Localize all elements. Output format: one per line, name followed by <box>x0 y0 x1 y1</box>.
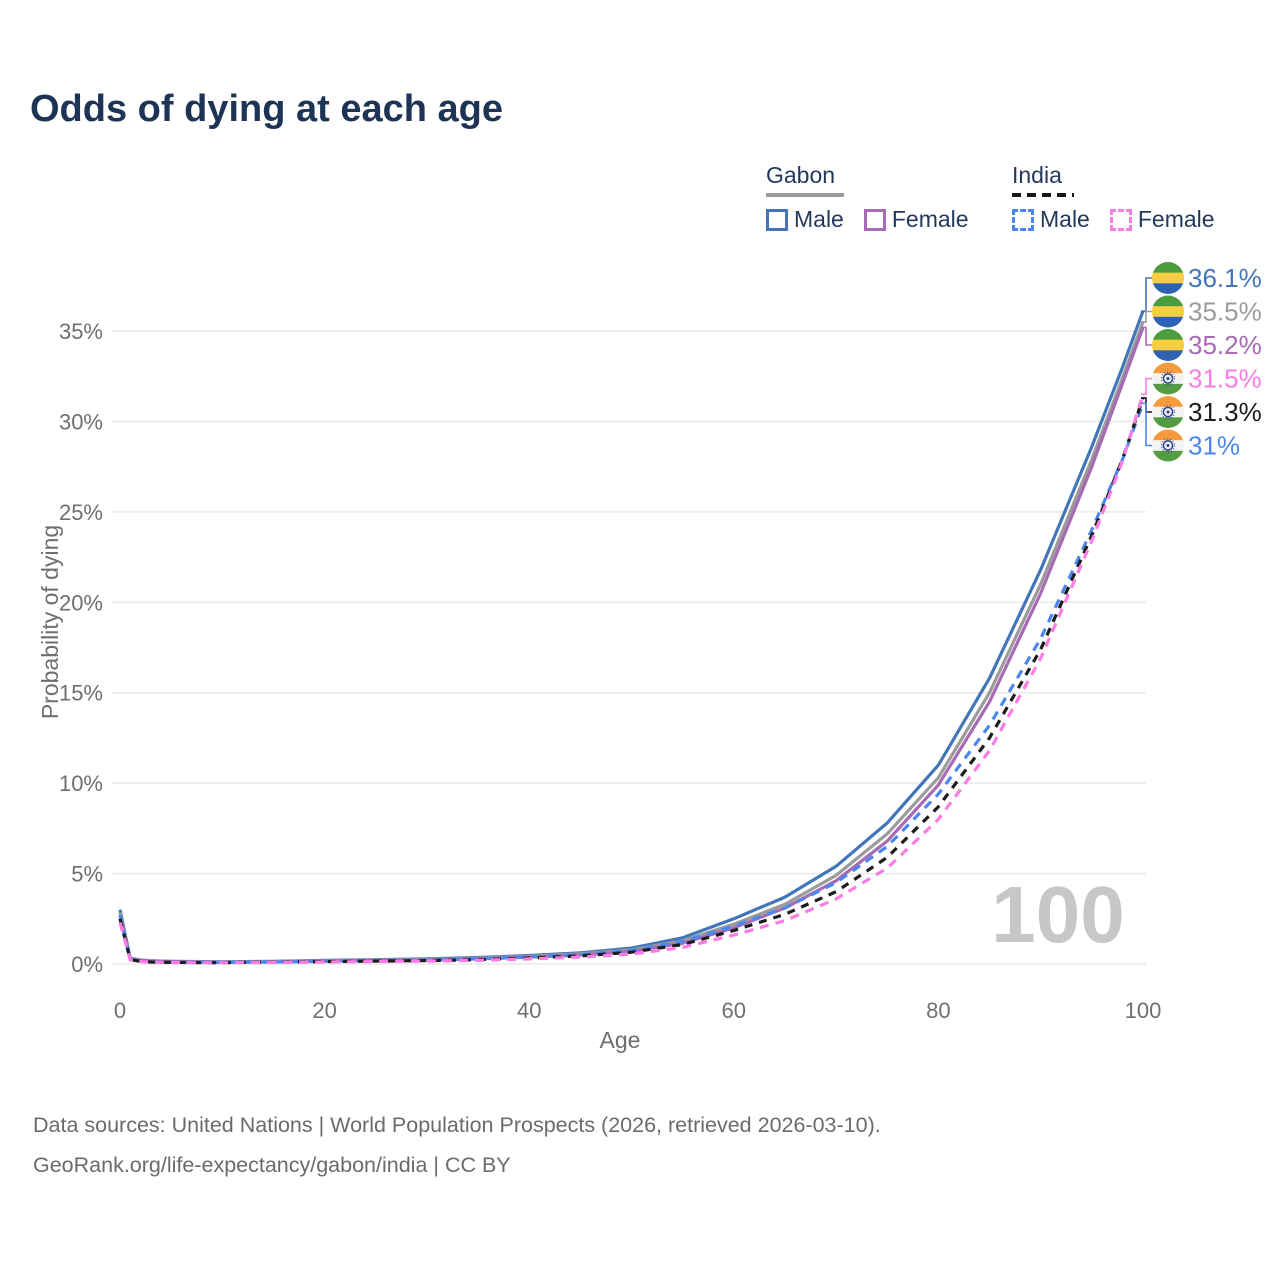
end-value-label-gabon-male: 36.1% <box>1188 263 1262 293</box>
footer-url: GeoRank.org/life-expectancy/gabon/india … <box>33 1153 511 1177</box>
gabon-female-swatch-icon <box>863 208 886 231</box>
india-flag-icon <box>1152 362 1184 395</box>
legend-label-gabon-female: Female <box>891 206 969 232</box>
series-line-gabon-both <box>118 321 1145 964</box>
series-line-india-female <box>118 393 1145 965</box>
page-title: Odds of dying at each age <box>30 88 503 130</box>
footer-data-sources: Data sources: United Nations | World Pop… <box>33 1113 881 1137</box>
chart-legend: Gabon Male Female India Male Female <box>766 162 1266 242</box>
legend-title-india: India <box>1012 162 1062 188</box>
series-line-india-both <box>118 397 1145 965</box>
x-tick-label: 0 <box>114 998 126 1023</box>
legend-group-india: India Male Female <box>1012 162 1235 233</box>
y-tick-label: 10% <box>59 771 103 796</box>
y-tick-label: 15% <box>59 681 103 706</box>
end-value-label-india-male: 31% <box>1188 431 1240 461</box>
x-axis-title: Age <box>600 1027 641 1053</box>
legend-item-gabon-male[interactable]: Male <box>766 206 844 233</box>
india-male-swatch-icon <box>1012 208 1034 231</box>
india-female-swatch-icon <box>1109 208 1132 231</box>
footer-attribution: Data sources: United Nations | World Pop… <box>33 1105 881 1185</box>
legend-label-gabon-male: Male <box>794 206 844 232</box>
x-tick-label: 20 <box>312 998 336 1023</box>
x-tick-label: 60 <box>722 998 746 1023</box>
end-label-connector <box>1141 377 1152 396</box>
gabon-male-swatch-icon <box>766 208 788 231</box>
gabon-flag-icon <box>1152 329 1184 361</box>
legend-item-india-male[interactable]: Male <box>1012 206 1090 233</box>
series-line-india-male <box>118 402 1145 964</box>
legend-group-gabon: Gabon Male Female <box>766 162 989 233</box>
y-tick-label: 30% <box>59 409 103 434</box>
y-tick-label: 0% <box>71 952 103 977</box>
y-tick-label: 25% <box>59 500 103 525</box>
legend-title-gabon: Gabon <box>766 162 836 188</box>
y-tick-label: 5% <box>71 862 103 887</box>
legend-label-india-male: Male <box>1040 206 1090 232</box>
legend-underline-india <box>1012 193 1074 197</box>
india-flag-icon <box>1152 429 1184 462</box>
legend-item-gabon-female[interactable]: Female <box>863 206 969 233</box>
y-axis-title: Probability of dying <box>37 525 63 719</box>
india-flag-icon <box>1152 396 1184 428</box>
end-value-label-gabon-female: 35.2% <box>1188 330 1262 360</box>
gabon-flag-icon <box>1152 295 1184 328</box>
x-tick-label: 80 <box>926 998 950 1023</box>
series-line-gabon-male <box>118 310 1145 964</box>
y-tick-label: 35% <box>59 319 103 344</box>
end-label-connector <box>1141 310 1152 323</box>
legend-underline-gabon <box>766 193 844 197</box>
series-line-gabon-female <box>118 326 1145 964</box>
end-label-connector <box>1141 402 1152 447</box>
legend-item-india-female[interactable]: Female <box>1109 206 1215 233</box>
end-value-label-india-female: 31.5% <box>1188 364 1262 394</box>
end-label-connector <box>1141 326 1152 346</box>
end-label-connector <box>1141 277 1152 312</box>
y-tick-label: 20% <box>59 590 103 615</box>
legend-label-india-female: Female <box>1137 206 1215 232</box>
watermark-age-100: 100 <box>991 870 1124 959</box>
x-tick-label: 100 <box>1125 998 1162 1023</box>
end-value-label-gabon-both: 35.5% <box>1188 297 1262 327</box>
x-tick-label: 40 <box>517 998 541 1023</box>
end-value-label-india-both: 31.3% <box>1188 397 1262 427</box>
gabon-flag-icon <box>1152 262 1184 294</box>
